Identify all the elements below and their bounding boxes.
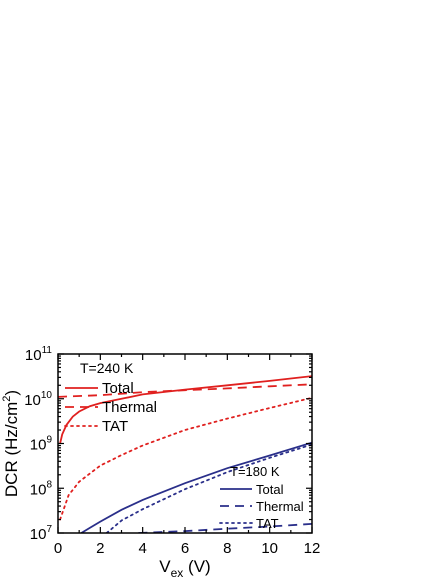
y-tick-exponent: 11 [42, 345, 53, 356]
x-axis-label-main: V [159, 557, 171, 576]
x-axis-label: Vex (V) [159, 557, 210, 578]
y-tick-label: 107 [30, 524, 53, 543]
y-axis-label: DCR (Hz/cm2) [1, 390, 21, 497]
x-tick-label: 12 [304, 540, 321, 557]
y-tick-base: 10 [30, 481, 47, 498]
series-line [80, 441, 312, 533]
y-tick-label: 109 [30, 435, 53, 454]
y-tick-base: 10 [30, 437, 47, 454]
y-tick-exponent: 7 [46, 524, 52, 535]
x-tick-label: 0 [54, 540, 62, 557]
series-layer [58, 375, 312, 533]
legend-entry: Total [256, 482, 284, 497]
legend-entry: TAT [102, 418, 128, 435]
x-tick-label: 4 [138, 540, 146, 557]
x-axis-label-unit: (V) [183, 557, 210, 576]
legend-title: T=180 K [230, 464, 280, 479]
y-tick-base: 10 [30, 526, 47, 543]
tick-layer [57, 353, 313, 534]
legend-layer: T=240 K Total Thermal TAT T=180 K Total Therma… [64, 360, 304, 531]
series-line [105, 443, 312, 533]
y-tick-exponent: 9 [46, 435, 52, 446]
legend-title: T=240 K [80, 360, 134, 376]
x-axis-label-subscript: ex [171, 566, 184, 578]
y-tick-base: 10 [25, 347, 42, 364]
x-tick-label: 2 [96, 540, 104, 557]
series-line [138, 523, 312, 533]
y-tick-base: 10 [24, 392, 41, 409]
x-tick-label: 6 [181, 540, 189, 557]
x-tick-label: 10 [261, 540, 278, 557]
y-axis-label-superscript: 2 [1, 396, 13, 402]
series-line [59, 396, 312, 521]
y-tick-exponent: 10 [41, 390, 53, 401]
legend-entry: TAT [256, 516, 279, 531]
series-line [59, 375, 312, 444]
y-tick-label: 1011 [25, 345, 53, 364]
y-axis-label-prefix: DCR (Hz/cm [2, 402, 21, 497]
legend-entry: Thermal [256, 499, 304, 514]
x-tick-label: 8 [223, 540, 231, 557]
y-axis-label-suffix: ) [2, 390, 21, 396]
legend-entry: Thermal [102, 399, 157, 416]
legend-entry: Total [102, 380, 134, 397]
y-tick-label: 1010 [24, 390, 52, 409]
series-line [58, 383, 312, 398]
y-tick-exponent: 8 [46, 479, 52, 490]
y-tick-label: 108 [30, 479, 53, 498]
